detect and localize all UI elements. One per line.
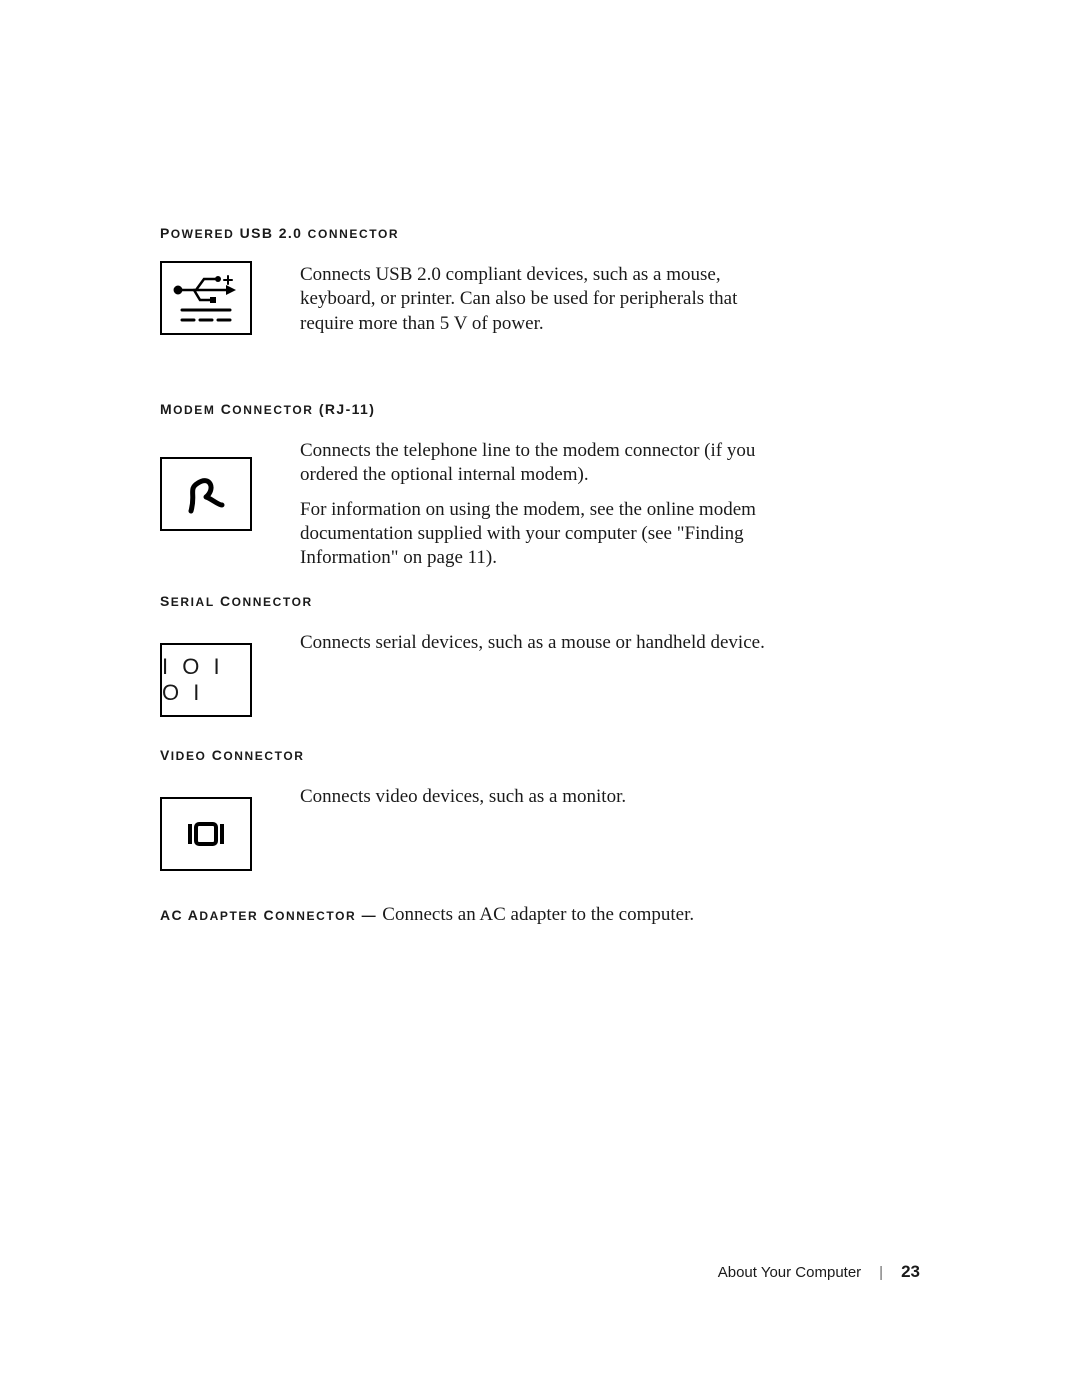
video-monitor-icon: [160, 797, 252, 871]
heading-ac-adapter: AC ADAPTER CONNECTOR —: [160, 907, 382, 923]
heading-video-text: VIDEO CONNECTOR: [160, 747, 305, 763]
heading-modem: MODEM CONNECTOR (RJ-11): [160, 401, 920, 417]
serial-icon-text: I O I O I: [162, 654, 250, 706]
usb-description: Connects USB 2.0 compliant devices, such…: [300, 261, 780, 346]
heading-serial: SERIAL CONNECTOR: [160, 593, 920, 609]
video-description: Connects video devices, such as a monito…: [300, 783, 780, 819]
entry-modem: Connects the telephone line to the modem…: [160, 437, 920, 581]
entry-serial: I O I O I Connects serial devices, such …: [160, 629, 920, 717]
serial-description: Connects serial devices, such as a mouse…: [300, 629, 780, 665]
heading-video: VIDEO CONNECTOR: [160, 747, 920, 763]
ac-description: Connects an AC adapter to the computer.: [382, 904, 694, 925]
heading-usb: POWERED USB 2.0 CONNECTOR: [160, 225, 920, 241]
modem-icon: [160, 457, 252, 531]
document-page: POWERED USB 2.0 CONNECTOR: [0, 0, 1080, 1397]
heading-usb-text: POWERED USB 2.0 CONNECTOR: [160, 225, 399, 241]
entry-ac-adapter: AC ADAPTER CONNECTOR — Connects an AC ad…: [160, 903, 920, 928]
footer-title: About Your Computer: [718, 1264, 861, 1281]
page-footer: About Your Computer | 23: [718, 1262, 920, 1282]
entry-usb: Connects USB 2.0 compliant devices, such…: [160, 261, 920, 346]
modem-description: Connects the telephone line to the modem…: [300, 437, 780, 581]
heading-modem-text: MODEM CONNECTOR (RJ-11): [160, 401, 375, 417]
footer-separator: |: [879, 1264, 883, 1281]
heading-serial-text: SERIAL CONNECTOR: [160, 593, 313, 609]
serial-ioioi-icon: I O I O I: [160, 643, 252, 717]
page-number: 23: [901, 1262, 920, 1282]
entry-video: Connects video devices, such as a monito…: [160, 783, 920, 871]
usb-powered-icon: [160, 261, 252, 335]
